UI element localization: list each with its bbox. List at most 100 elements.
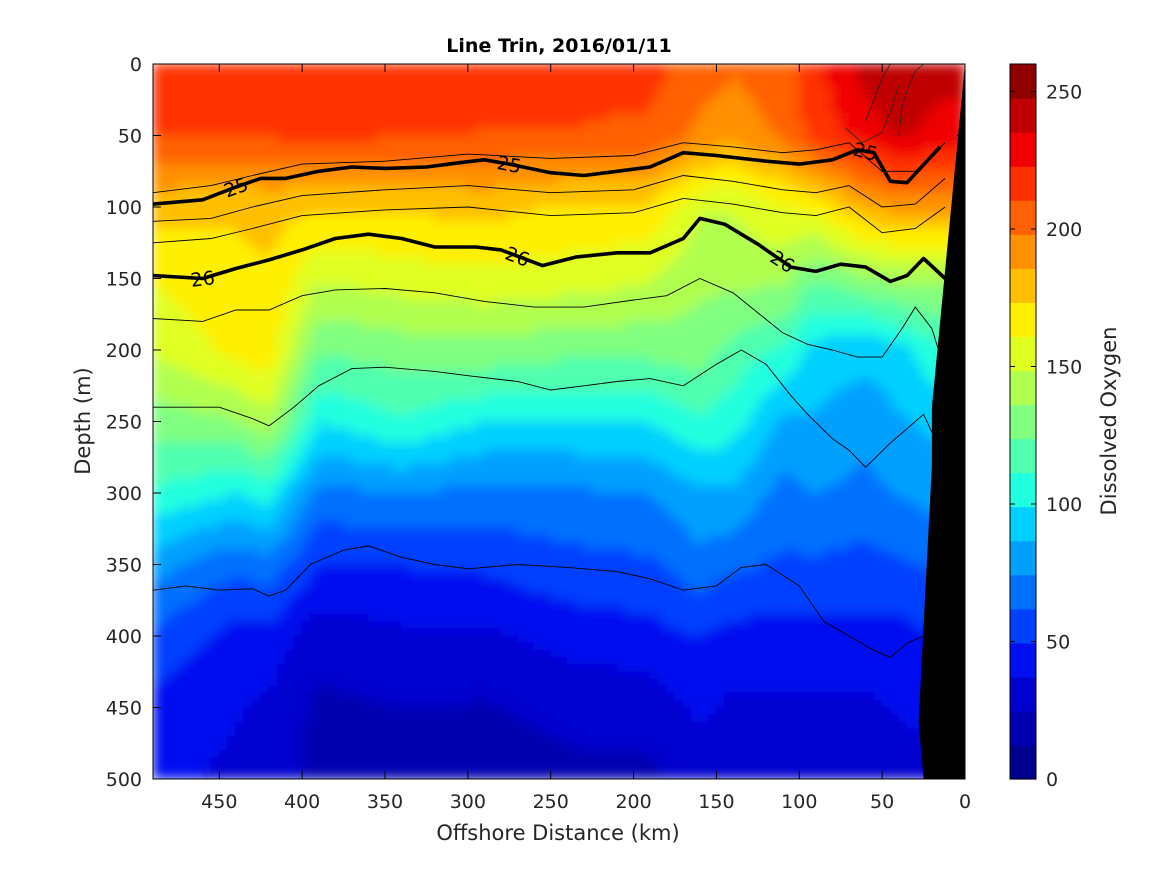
- field-cell: [260, 363, 270, 372]
- field-cell: [401, 270, 411, 279]
- field-cell: [558, 714, 568, 723]
- field-cell: [508, 113, 519, 122]
- field-cell: [434, 742, 444, 751]
- field-cell: [153, 235, 162, 244]
- field-cell: [293, 521, 303, 530]
- field-cell: [243, 642, 253, 651]
- field-cell: [525, 242, 535, 251]
- field-cell: [218, 635, 229, 644]
- field-cell: [343, 299, 353, 308]
- field-cell: [541, 270, 552, 279]
- field-cell: [185, 84, 195, 94]
- field-cell: [301, 628, 311, 637]
- field-cell: [235, 349, 245, 358]
- field-cell: [177, 428, 187, 437]
- field-cell: [450, 127, 461, 136]
- field-cell: [492, 499, 502, 508]
- field-cell: [508, 757, 519, 766]
- field-cell: [409, 206, 419, 215]
- field-cell: [508, 292, 519, 301]
- field-cell: [218, 707, 229, 716]
- field-cell: [351, 628, 361, 637]
- field-cell: [276, 456, 287, 465]
- field-cell: [467, 378, 477, 387]
- field-cell: [392, 406, 403, 415]
- field-cell: [492, 170, 502, 179]
- field-cell: [541, 185, 552, 194]
- field-cell: [467, 442, 477, 451]
- field-cell: [517, 99, 527, 108]
- field-cell: [210, 156, 220, 165]
- field-cell: [260, 135, 270, 144]
- field-cell: [475, 135, 485, 144]
- field-cell: [251, 513, 262, 523]
- field-cell: [227, 227, 237, 237]
- field-cell: [367, 621, 378, 630]
- field-cell: [177, 513, 187, 523]
- field-cell: [392, 413, 403, 422]
- field-cell: [276, 478, 287, 487]
- field-cell: [376, 456, 386, 465]
- field-cell: [260, 599, 270, 608]
- field-cell: [235, 392, 245, 401]
- field-cell: [492, 70, 502, 79]
- field-cell: [169, 313, 179, 322]
- field-cell: [235, 378, 245, 387]
- field-cell: [243, 392, 253, 401]
- field-cell: [334, 127, 345, 136]
- field-cell: [409, 556, 419, 565]
- field-cell: [301, 199, 311, 208]
- field-cell: [434, 342, 444, 351]
- field-cell: [293, 442, 303, 451]
- field-cell: [417, 449, 427, 458]
- field-cell: [384, 499, 394, 508]
- field-cell: [169, 249, 179, 258]
- field-cell: [169, 621, 179, 630]
- field-cell: [376, 313, 386, 322]
- field-cell: [392, 721, 403, 730]
- field-cell: [268, 270, 278, 279]
- field-cell: [359, 306, 369, 315]
- field-cell: [425, 92, 436, 101]
- field-cell: [483, 313, 494, 322]
- field-cell: [334, 278, 345, 287]
- field-cell: [409, 185, 419, 194]
- field-cell: [450, 370, 461, 380]
- field-cell: [401, 757, 411, 766]
- field-cell: [467, 92, 477, 101]
- field-cell: [508, 127, 519, 136]
- field-cell: [185, 478, 195, 487]
- field-cell: [326, 120, 336, 129]
- field-cell: [558, 506, 568, 515]
- field-cell: [467, 678, 477, 687]
- field-cell: [243, 349, 253, 358]
- field-cell: [351, 707, 361, 716]
- field-cell: [160, 263, 171, 272]
- field-cell: [541, 506, 552, 515]
- field-cell: [558, 270, 568, 279]
- field-cell: [276, 263, 287, 272]
- field-cell: [268, 335, 278, 344]
- field-cell: [483, 135, 494, 144]
- field-cell: [243, 213, 253, 222]
- field-cell: [185, 628, 195, 637]
- field-cell: [243, 406, 253, 415]
- field-cell: [517, 749, 527, 759]
- field-cell: [434, 771, 444, 779]
- field-cell: [417, 463, 427, 473]
- field-cell: [160, 235, 171, 244]
- field-cell: [492, 535, 502, 544]
- field-cell: [508, 485, 519, 494]
- field-cell: [218, 278, 229, 287]
- field-cell: [177, 742, 187, 751]
- field-cell: [210, 542, 220, 551]
- field-cell: [508, 135, 519, 144]
- field-cell: [450, 492, 461, 501]
- field-cell: [276, 614, 287, 623]
- field-cell: [251, 399, 262, 408]
- field-cell: [301, 764, 311, 773]
- field-cell: [318, 263, 328, 272]
- field-cell: [558, 728, 568, 737]
- field-cell: [492, 235, 502, 244]
- field-cell: [425, 192, 436, 201]
